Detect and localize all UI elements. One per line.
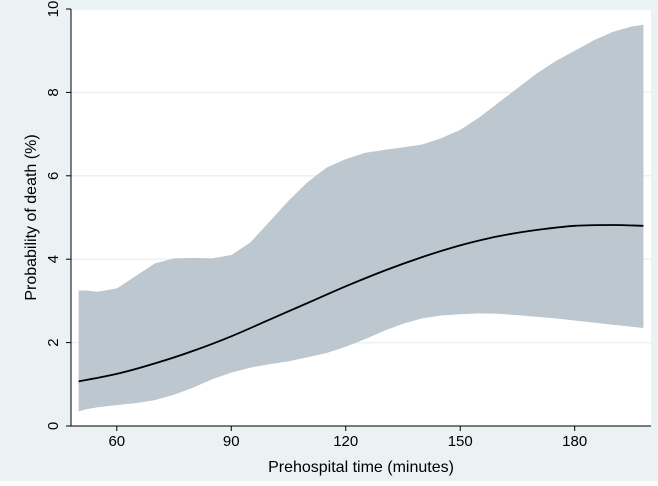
y-tick-label-8: 8 bbox=[45, 88, 62, 96]
y-axis-title: Probability of death (%) bbox=[23, 134, 40, 300]
y-tick-label-10: 10 bbox=[45, 1, 62, 18]
prediction-line-layer bbox=[78, 224, 644, 383]
x-tick-label-120: 120 bbox=[333, 433, 358, 450]
y-tick-label-2: 2 bbox=[45, 338, 62, 346]
y-tick-label-6: 6 bbox=[45, 172, 62, 180]
x-tick-label-60: 60 bbox=[108, 433, 125, 450]
confidence-band-layer bbox=[78, 24, 644, 412]
x-tick-label-150: 150 bbox=[448, 433, 473, 450]
y-tick-label-4: 4 bbox=[45, 255, 62, 263]
x-tick-label-180: 180 bbox=[562, 433, 587, 450]
y-tick-label-0: 0 bbox=[45, 422, 62, 430]
x-axis-title: Prehospital time (minutes) bbox=[268, 459, 454, 476]
confidence-band bbox=[78, 24, 644, 412]
axes-layer: 0 2 4 6 8 10 60 90 120 150 180 bbox=[45, 1, 651, 450]
x-tick-label-90: 90 bbox=[223, 433, 240, 450]
prediction-line bbox=[78, 224, 644, 383]
